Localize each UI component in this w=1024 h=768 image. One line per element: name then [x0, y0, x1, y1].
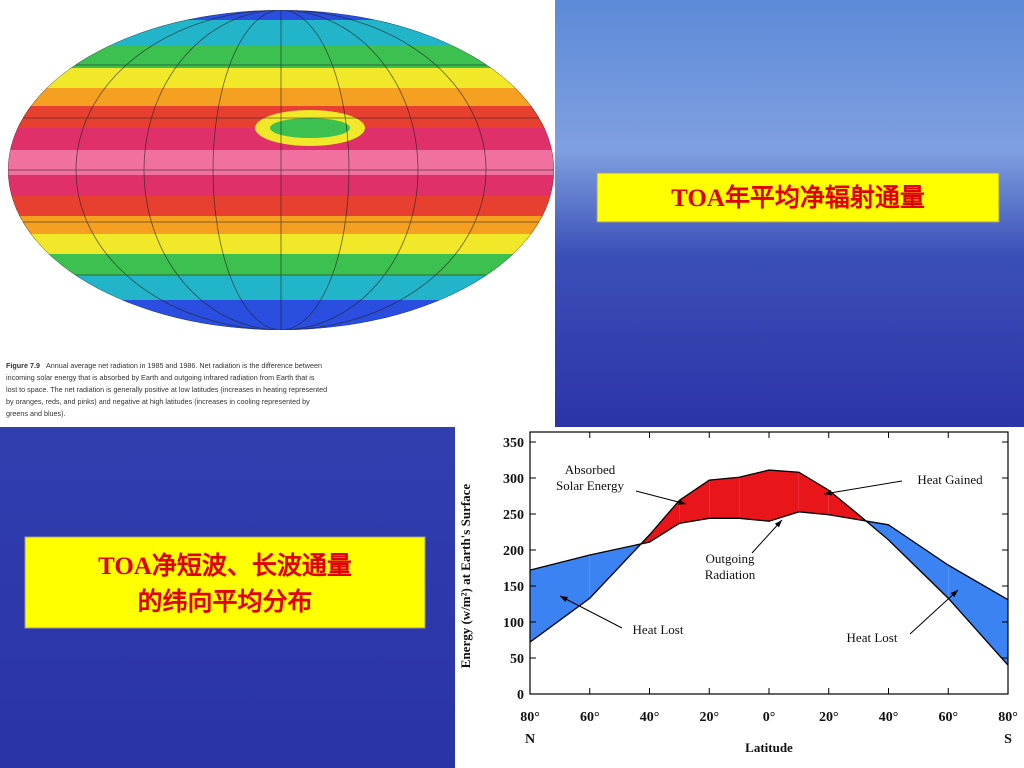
arrow-head: [560, 596, 568, 602]
caption-line: by oranges, reds, and pinks) and negativ…: [6, 397, 310, 406]
difference-fill: [948, 565, 1008, 666]
y-tick-label: 150: [503, 580, 524, 595]
annotation-arrow: [635, 490, 687, 505]
annotation-arrow: [909, 589, 959, 635]
difference-fill: [769, 470, 799, 522]
x-tick-label: 0°: [763, 710, 776, 725]
arrow-head: [950, 590, 958, 598]
difference-fill: [888, 524, 949, 599]
label-bottom: 的纬向平均分布: [137, 587, 312, 616]
x-tick-label: 20°: [699, 710, 719, 725]
y-tick-label: 50: [510, 652, 524, 667]
series-line: [529, 469, 1009, 666]
difference-fill: [798, 472, 829, 515]
annotation: Solar Energy: [556, 478, 624, 493]
arrow-head: [774, 520, 782, 528]
annotation-arrow: [559, 595, 623, 629]
annotation: Absorbed: [565, 462, 616, 477]
x-axis-label: Latitude: [745, 740, 793, 755]
annotation: Heat Lost: [633, 622, 684, 637]
annotation: Outgoing: [705, 551, 755, 566]
difference-fill: [649, 500, 680, 543]
label-box: [596, 172, 1000, 223]
y-tick-label: 350: [503, 436, 524, 451]
label-bottom: TOA净短波、长波通量: [98, 552, 352, 580]
annotation: Heat Gained: [917, 472, 983, 487]
label-box: [24, 536, 426, 629]
label-top: TOA年平均净辐射通量: [671, 183, 925, 212]
annotation: Radiation: [705, 567, 756, 582]
caption-line: incoming solar energy that is absorbed b…: [6, 373, 315, 382]
caption-line: Figure 7.9 Annual average net radiation i…: [6, 361, 322, 370]
x-tick-label: 60°: [580, 710, 600, 725]
annotation-arrow: [823, 480, 903, 495]
y-axis-label: Energy (w/m²) at Earth's Surface: [458, 484, 473, 669]
x-end-label: N: [525, 732, 535, 747]
y-tick-label: 100: [503, 616, 524, 631]
x-tick-label: 80°: [520, 710, 540, 725]
x-end-label: S: [1004, 732, 1012, 747]
difference-fill: [739, 470, 769, 522]
caption-line: lost to space. The net radiation is gene…: [6, 385, 327, 394]
series-line: [529, 511, 1009, 601]
x-tick-label: 20°: [819, 710, 839, 725]
y-tick-label: 200: [503, 544, 524, 559]
difference-fill: [828, 490, 859, 520]
y-tick-label: 300: [503, 472, 524, 487]
difference-fill: [530, 555, 590, 643]
difference-fill: [709, 477, 740, 519]
arrow-head: [678, 499, 686, 505]
caption-line: greens and blues).: [6, 409, 66, 418]
annotation: Heat Lost: [847, 630, 898, 645]
figure-label: Figure 7.9: [6, 361, 40, 370]
y-tick-label: 0: [517, 688, 524, 703]
x-tick-label: 40°: [879, 710, 899, 725]
x-tick-label: 40°: [640, 710, 660, 725]
y-tick-label: 250: [503, 508, 524, 523]
x-tick-label: 60°: [938, 710, 958, 725]
caption-text: Annual average net radiation in 1985 and…: [46, 361, 322, 370]
x-tick-label: 80°: [998, 710, 1018, 725]
arrow-head: [824, 490, 832, 496]
difference-fill: [679, 480, 710, 524]
